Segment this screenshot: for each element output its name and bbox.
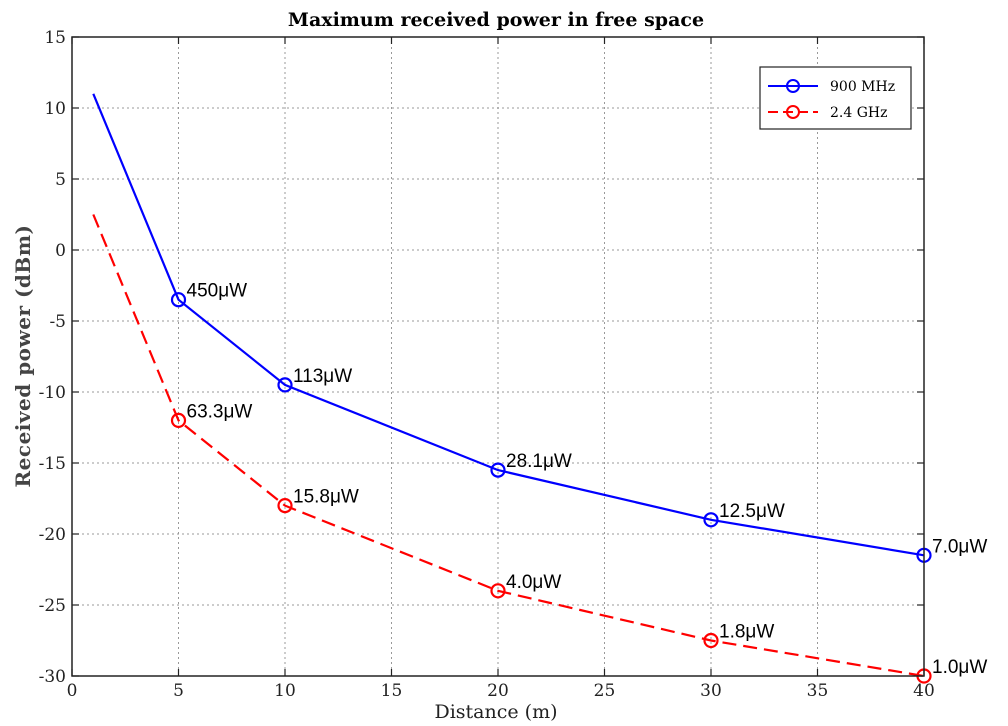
legend-box [759,66,912,130]
data-label: 12.5μW [719,501,785,522]
data-point [703,632,719,649]
data-point [277,377,293,393]
x-tick-label: 5 [173,681,184,701]
data-label: 113μW [293,366,352,387]
y-tick-label: 10 [44,99,66,119]
y-tick-label: -30 [39,667,66,687]
x-tick-label: 0 [67,681,78,701]
data-point [490,462,506,478]
data-label: 1.8μW [719,622,774,643]
x-tick-label: 35 [807,681,829,701]
x-tick-label: 20 [487,681,509,701]
y-axis-label: Received power (dBm) [11,225,35,488]
y-tick-label: 15 [44,28,66,48]
y-tick-label: -10 [39,383,66,403]
data-point [277,498,293,514]
legend-marker-2-4ghz [786,105,800,119]
series-line [92,214,925,678]
y-tick-label: 5 [55,170,66,190]
plot-series: 450μW 113μW 28.1μW 12.5μW 7.0μW 63.3μW 15.8μW 4… [92,93,987,684]
series-line [92,93,925,557]
data-label: 450μW [187,281,248,302]
data-label: 28.1μW [506,451,572,472]
data-point [170,292,187,308]
legend-label-2-4ghz: 2.4 GHz [830,105,887,121]
y-tick-label: 0 [55,241,66,261]
x-tick-label: 40 [913,681,935,701]
x-tick-label: 25 [594,681,616,701]
y-tick-label: -25 [39,596,66,616]
x-tick-label: 15 [381,681,403,701]
y-tick-label: -15 [39,454,66,474]
data-point [170,412,187,428]
y-tick-label: -5 [49,312,66,332]
data-label: 63.3μW [187,401,253,422]
x-axis-label: Distance (m) [434,701,557,723]
axis-ticks: 0 5 10 15 20 25 30 35 40 15 10 5 0 -5 -10 -15 -20 -25 -30 [39,28,935,701]
chart-title: Maximum received power in free space [288,9,704,31]
data-point [490,583,506,599]
data-label: 7.0μW [932,536,987,557]
data-label: 4.0μW [506,572,561,593]
y-tick-label: -20 [39,525,66,545]
legend-label-900mhz: 900 MHz [830,79,895,95]
data-label: 15.8μW [293,487,359,508]
x-tick-label: 30 [700,681,722,701]
legend: 900 MHz 2.4 GHz [759,66,912,130]
grid [72,37,924,676]
legend-marker-900mhz [786,79,800,93]
data-label: 1.0μW [932,657,987,678]
x-tick-label: 10 [274,681,296,701]
data-point [703,512,719,528]
